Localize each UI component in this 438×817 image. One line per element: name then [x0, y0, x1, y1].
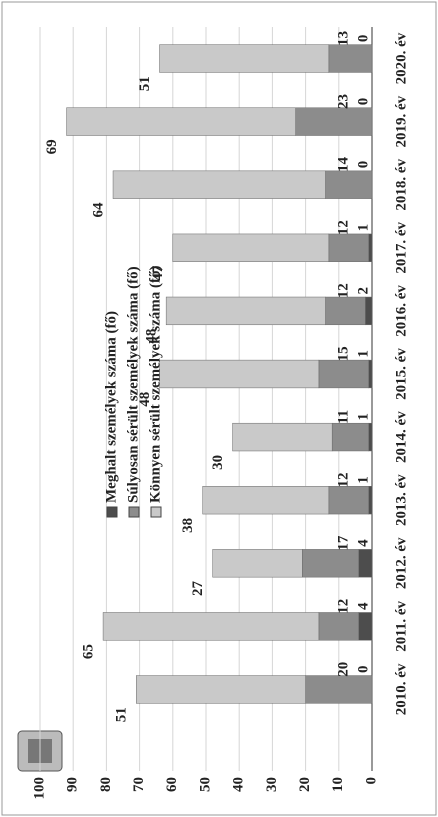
value-label: 27 [190, 581, 206, 597]
y-tick-label: 60 [164, 777, 180, 792]
value-label: 47 [150, 265, 166, 281]
bar-segment [136, 675, 306, 704]
bar-segment [202, 486, 330, 515]
value-label: 4 [355, 602, 371, 610]
legend-swatch [150, 506, 162, 518]
x-tick-label: 2017. év [393, 221, 409, 273]
x-tick-label: 2012. év [393, 537, 409, 589]
value-label: 4 [355, 539, 371, 547]
y-tick-label: 20 [297, 777, 313, 792]
bar-segment [212, 549, 303, 578]
bar-segment [66, 107, 296, 136]
bar-segment [368, 233, 373, 262]
bar-segment [365, 296, 373, 326]
bar-segment [159, 359, 320, 389]
bar-segment [172, 233, 330, 262]
value-label: 12 [335, 220, 351, 235]
x-tick-label: 2011. év [393, 600, 409, 651]
value-label: 20 [335, 662, 351, 677]
value-label: 14 [335, 157, 351, 173]
bar-segment [328, 486, 369, 515]
value-label: 48 [144, 329, 160, 344]
bar-segment [368, 359, 373, 389]
x-tick-label: 2015. év [393, 348, 409, 400]
value-label: 23 [335, 94, 351, 109]
value-label: 1 [355, 413, 371, 421]
value-label: 65 [81, 644, 97, 659]
value-label: 12 [335, 472, 351, 487]
value-label: 51 [114, 707, 130, 722]
bar-segment [368, 422, 373, 452]
bar-segment [331, 422, 369, 452]
legend-label: Könnyen sérült személyek száma (fő) [147, 266, 163, 503]
value-label: 1 [355, 350, 371, 358]
value-label: 13 [335, 31, 351, 46]
value-label: 15 [335, 346, 351, 361]
bar-segment [328, 233, 369, 262]
y-tick-label: 10 [330, 777, 346, 792]
x-tick-label: 2020. év [393, 32, 409, 84]
value-label: 0 [355, 666, 371, 674]
x-tick-label: 2018. év [393, 158, 409, 210]
bar-segment [305, 675, 373, 704]
legend-label: Súlyosan sérült személyek száma (fő) [125, 266, 141, 503]
bar-segment [232, 422, 333, 452]
y-tick-label: 30 [264, 777, 280, 792]
bar-segment [328, 44, 373, 73]
value-label: 11 [335, 410, 351, 424]
x-tick-label: 2013. év [393, 474, 409, 526]
bar-segment [165, 296, 326, 326]
value-label: 1 [355, 224, 371, 232]
bar-segment [358, 612, 373, 641]
x-tick-label: 2010. év [393, 663, 409, 715]
value-label: 1 [355, 476, 371, 484]
y-tick-label: 90 [65, 777, 81, 792]
bar-segment [295, 107, 373, 136]
x-tick-label: 2016. év [393, 285, 409, 337]
value-label: 0 [355, 35, 371, 43]
y-tick-label: 40 [231, 777, 247, 792]
x-tick-label: 2019. év [393, 95, 409, 147]
value-label: 30 [210, 455, 226, 470]
value-label: 2 [355, 287, 371, 295]
legend-label: Meghalt személyek száma (fő) [103, 311, 119, 503]
y-tick-label: 70 [131, 777, 147, 792]
bar-segment [325, 170, 373, 199]
value-label: 0 [355, 98, 371, 106]
value-label: 0 [355, 161, 371, 169]
value-label: 12 [335, 599, 351, 614]
y-tick-label: 0 [363, 777, 379, 785]
bar-segment [318, 612, 359, 641]
bar-segment [112, 170, 326, 199]
value-label: 12 [335, 283, 351, 298]
bar-segment [358, 549, 373, 578]
legend-swatch [106, 506, 118, 518]
legend-swatch [128, 506, 140, 518]
value-label: 38 [180, 518, 196, 533]
value-label: 64 [90, 202, 106, 218]
bar-segment [325, 296, 366, 326]
y-tick-label: 50 [197, 777, 213, 792]
bar-segment [368, 486, 373, 515]
value-label: 51 [137, 76, 153, 91]
bar-segment [102, 612, 320, 641]
bar-segment [318, 359, 369, 389]
y-tick-label: 100 [31, 777, 47, 800]
value-label: 48 [137, 392, 153, 407]
value-label: 17 [335, 535, 351, 551]
bar-segment [159, 44, 330, 73]
value-label: 69 [44, 139, 60, 154]
y-tick-label: 80 [98, 777, 114, 792]
bar-segment [302, 549, 359, 578]
x-tick-label: 2014. év [393, 411, 409, 463]
